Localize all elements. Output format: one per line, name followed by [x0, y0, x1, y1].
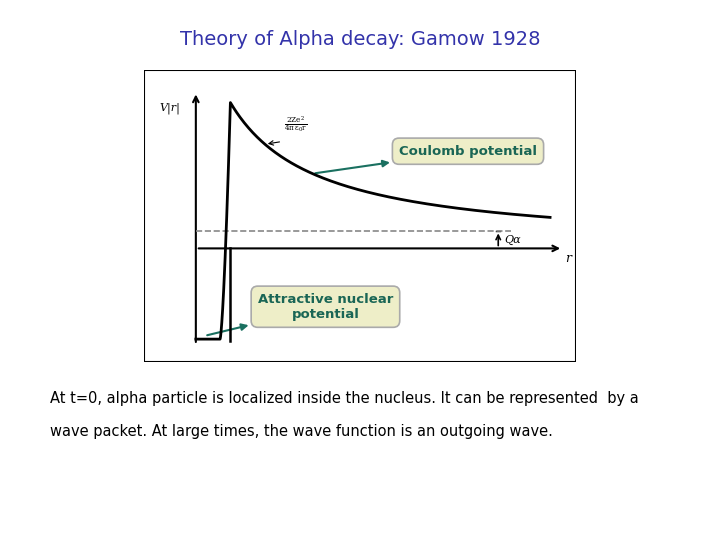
Text: Qα: Qα [505, 234, 521, 245]
Text: Theory of Alpha decay: Gamow 1928: Theory of Alpha decay: Gamow 1928 [180, 30, 540, 49]
Text: Attractive nuclear
potential: Attractive nuclear potential [207, 293, 393, 335]
Bar [144, 70, 576, 362]
Text: At t=0, alpha particle is localized inside the nucleus. It can be represented  b: At t=0, alpha particle is localized insi… [50, 392, 639, 407]
Text: V|r|: V|r| [160, 102, 181, 114]
Text: wave packet. At large times, the wave function is an outgoing wave.: wave packet. At large times, the wave fu… [50, 424, 553, 439]
Text: Coulomb potential: Coulomb potential [315, 145, 537, 173]
Text: $\mathdefault{\frac{2Ze^2}{4\pi\,\varepsilon_0 r}}$: $\mathdefault{\frac{2Ze^2}{4\pi\,\vareps… [284, 115, 307, 136]
Text: r: r [565, 252, 571, 265]
